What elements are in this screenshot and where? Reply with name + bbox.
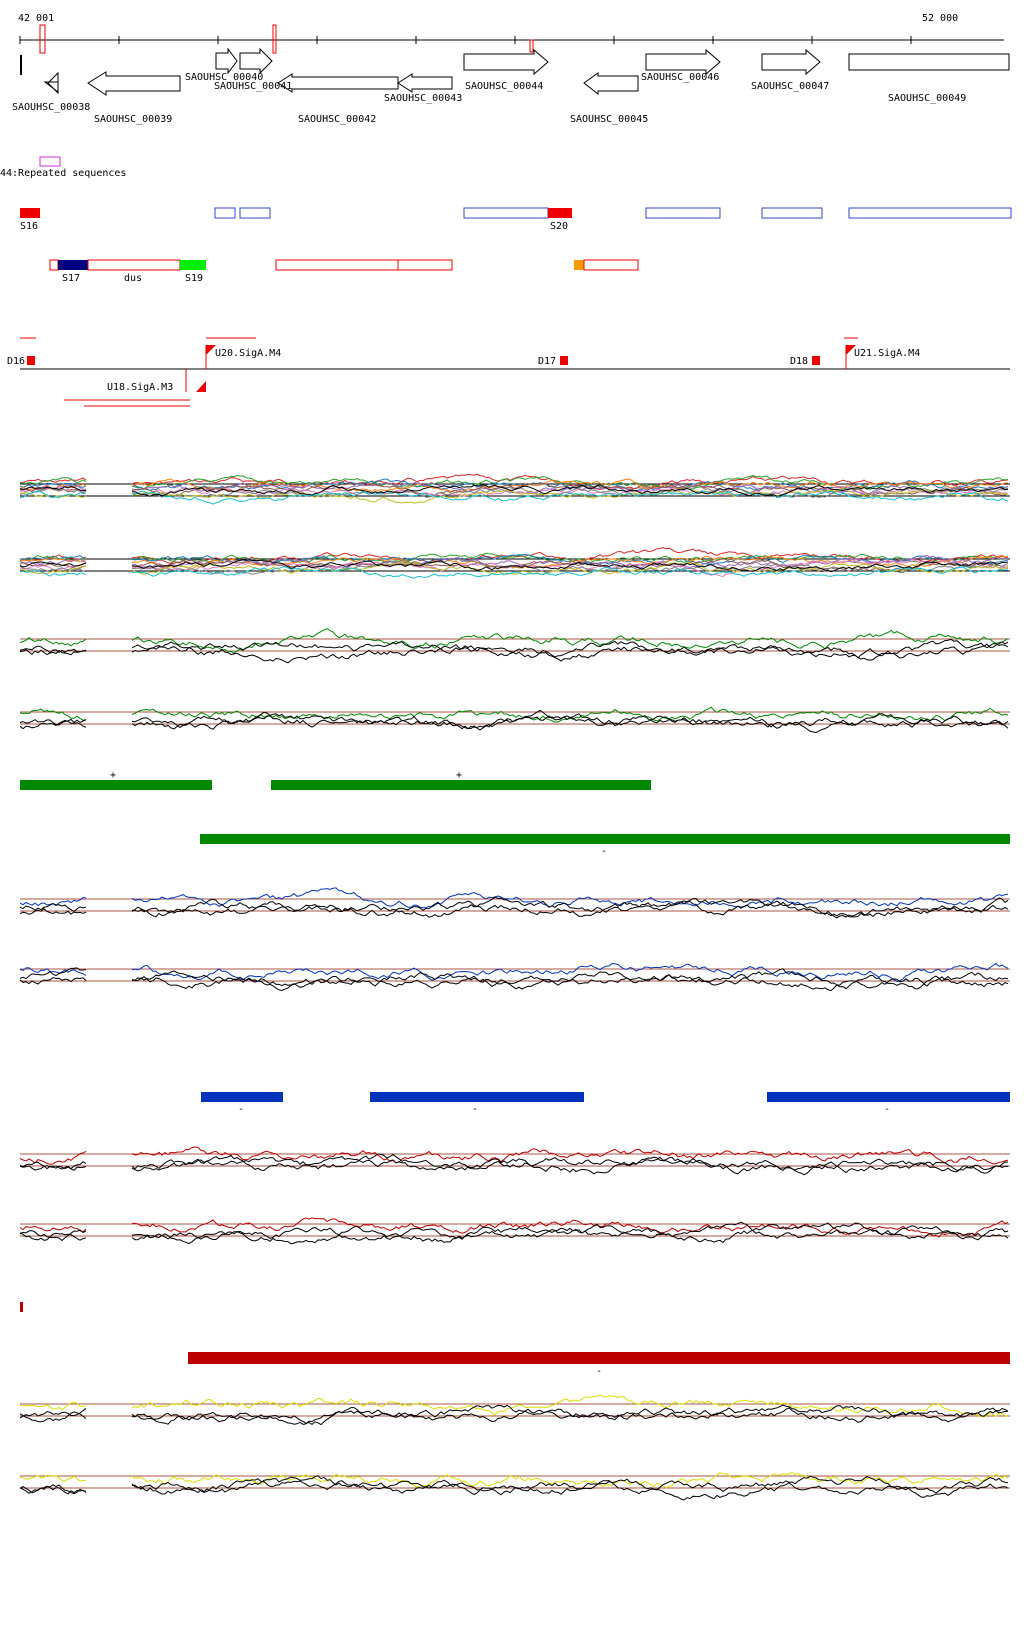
strand-minus-blue-2: - [472,1104,478,1115]
segment-track-1: S16 S20 [20,207,1012,232]
gene-arrow-saouhsc-00046[interactable] [645,48,721,76]
green-segment-track: + + - [20,770,1010,857]
gene-label-saouhsc-00044: SAOUHSC_00044 [465,81,543,92]
gene-arrow-saouhsc-00042[interactable] [277,73,399,93]
strand-plus-1: + [110,770,116,781]
segment-s16[interactable] [20,208,40,218]
gene-label-saouhsc-00038: SAOUHSC_00038 [12,102,90,113]
gene-arrow-saouhsc-00047[interactable] [761,48,821,76]
strand-minus-blue-3: - [884,1104,890,1115]
repeat-track: 44:Repeated sequences [0,156,126,179]
tss-d16: D16 [7,356,25,367]
repeat-box[interactable] [39,156,61,167]
tss-u20: U20.SigA.M4 [215,348,281,359]
segment-label-s19: S19 [185,273,203,284]
strand-minus-green: - [601,846,607,857]
red-segment-track: - [20,1302,1010,1377]
gene-label-saouhsc-00049: SAOUHSC_00049 [888,93,966,104]
gene-label-saouhsc-00041: SAOUHSC_00041 [214,81,292,92]
gene-label-saouhsc-00040: SAOUHSC_00040 [185,72,263,83]
end-coordinate: 52 000 [922,13,959,24]
gene-arrow-saouhsc-00038[interactable] [47,71,59,95]
segment-s20[interactable] [548,208,572,218]
ruler-marker [272,24,277,54]
tss-d18: D18 [790,356,808,367]
strand-minus-blue-1: - [238,1104,244,1115]
segment-label-dus: dus [124,273,142,284]
gene-label-saouhsc-00047: SAOUHSC_00047 [751,81,829,92]
strand-plus-2: + [456,770,462,781]
gene-box-saouhsc-00049[interactable] [848,53,1010,71]
gene-arrow-saouhsc-00043[interactable] [397,73,453,93]
segment-label-s16: S16 [20,221,38,232]
segment-s19[interactable] [180,260,206,270]
segment-s17[interactable] [58,260,88,270]
gene-arrow-saouhsc-00041[interactable] [239,47,273,75]
segment-dus[interactable] [87,259,181,271]
gene-arrow-saouhsc-00039[interactable] [87,71,181,96]
gene-label-saouhsc-00039: SAOUHSC_00039 [94,114,172,125]
start-coordinate: 42 001 [18,13,55,24]
blue-segment-track: - - - [201,1092,1010,1115]
tss-d17: D17 [538,356,556,367]
gene-label-saouhsc-00045: SAOUHSC_00045 [570,114,648,125]
expression-tracks [19,473,1010,1501]
ruler-marker [39,24,46,54]
tss-track: D16 U20.SigA.M4 D17 D18 U21.SigA.M4 U18.… [7,337,1010,407]
gene-track: SAOUHSC_00038 SAOUHSC_00039 SAOUHSC_0004… [12,39,1010,125]
segment-label-s20: S20 [550,221,568,232]
ruler [19,24,1004,75]
strand-minus-red: - [596,1366,602,1377]
gene-label-saouhsc-00043: SAOUHSC_00043 [384,93,462,104]
segment-label-s17: S17 [62,273,80,284]
gene-label-saouhsc-00042: SAOUHSC_00042 [298,114,376,125]
segment-track-2: S17 dus S19 [49,259,639,284]
tss-u18: U18.SigA.M3 [107,382,173,393]
repeat-label: 44:Repeated sequences [0,168,126,179]
gene-arrow-saouhsc-00045[interactable] [583,72,639,96]
gene-arrow-saouhsc-00040[interactable] [215,47,238,75]
gene-arrow-saouhsc-00044[interactable] [463,48,549,76]
gene-label-saouhsc-00046: SAOUHSC_00046 [641,72,719,83]
tss-u21: U21.SigA.M4 [854,348,920,359]
